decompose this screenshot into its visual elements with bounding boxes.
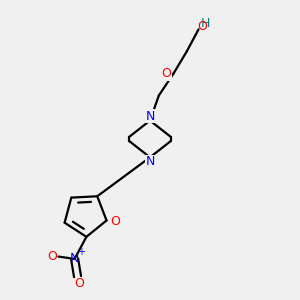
Text: H: H	[201, 17, 210, 31]
Text: N: N	[70, 252, 79, 266]
Text: N: N	[145, 110, 155, 123]
Text: O: O	[74, 277, 84, 290]
Text: +: +	[77, 248, 85, 257]
Text: N: N	[145, 155, 155, 168]
Text: O: O	[110, 215, 120, 229]
Text: O: O	[198, 20, 208, 33]
Text: O: O	[47, 250, 57, 263]
Text: O: O	[161, 67, 171, 80]
